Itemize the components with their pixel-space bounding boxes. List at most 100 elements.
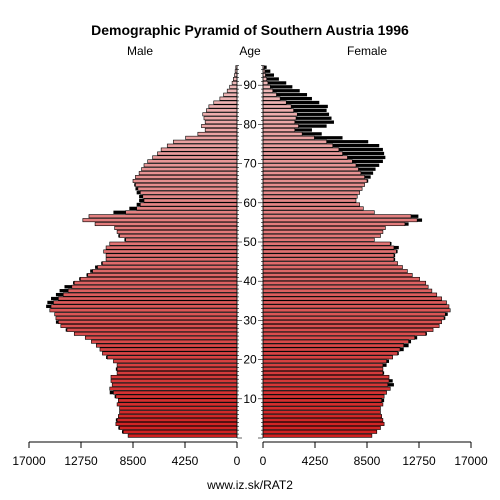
male-bar-age-90 [231,80,238,85]
female-bar-age-68 [262,167,359,172]
male-bar-age-92 [234,73,238,78]
male-bar-age-30 [55,316,238,321]
female-surplus-age-70 [352,159,383,163]
male-bar-age-5 [118,414,238,419]
male-bar-age-2 [119,425,238,430]
female-bar-age-32 [262,308,451,313]
female-bar-age-75 [262,139,327,144]
female-surplus-age-89 [270,85,293,89]
female-bar-age-82 [262,112,298,117]
female-surplus-age-22 [400,347,404,352]
female-surplus-age-86 [280,96,312,101]
female-bar-age-66 [262,175,365,179]
female-surplus-age-23 [403,343,409,348]
female-bar-age-50 [262,237,375,242]
female-bar-age-54 [262,222,406,227]
female-bar-age-58 [262,206,364,211]
female-surplus-age-68 [358,167,376,171]
female-bar-age-89 [262,84,271,89]
male-surplus-age-34 [47,300,54,305]
female-bar-age-63 [262,186,363,191]
male-surplus-age-10 [114,394,116,399]
male-surplus-age-37 [59,289,69,293]
male-bar-age-82 [202,112,238,117]
male-x-tick-label-4: 0 [234,454,241,468]
female-bar-age-60 [262,198,357,203]
male-bar-age-43 [97,265,238,270]
female-bar-age-34 [262,300,447,305]
female-bar-age-80 [262,120,296,125]
footer-url[interactable]: www.iz.sk/RAT2 [206,478,293,492]
axes-group: 10 20 30 40 50 60 70 80 90 17000 17000 12750 12750 85… [12,65,488,468]
female-bar-age-73 [262,147,340,152]
female-bar-age-3 [262,422,385,426]
female-surplus-age-84 [291,104,328,109]
male-surplus-age-43 [95,265,98,269]
female-bar-age-83 [262,108,294,113]
female-bar-age-56 [262,214,412,219]
female-surplus-age-87 [276,93,308,97]
female-bar-age-2 [262,425,381,430]
female-bar-age-57 [262,210,375,215]
male-bar-age-73 [160,147,238,152]
female-bar-age-72 [262,151,343,156]
male-bar-age-40 [80,276,238,281]
female-surplus-age-66 [364,175,371,179]
male-surplus-age-61 [139,194,143,199]
female-surplus-age-88 [272,89,300,93]
female-bar-age-17 [262,367,384,372]
male-bar-age-51 [119,233,238,238]
male-label: Male [127,44,153,58]
female-surplus-age-90 [267,81,287,85]
female-bar-age-53 [262,226,386,230]
male-bar-age-49 [109,241,238,246]
female-surplus-age-83 [293,108,327,113]
female-bar-age-16 [262,371,384,375]
male-bar-age-69 [143,163,238,168]
female-surplus-age-47 [396,249,398,254]
age-tick-label-30: 30 [243,313,257,327]
male-bar-age-17 [116,367,238,372]
female-surplus-age-73 [338,147,383,152]
male-surplus-age-58 [129,206,137,211]
female-bar-age-36 [262,292,438,297]
female-surplus-age-55 [417,218,423,222]
male-bar-age-15 [110,374,238,379]
female-x-tick-label-2: 8500 [354,454,381,468]
age-label: Age [239,44,261,58]
male-bar-age-12 [109,386,238,391]
male-bar-age-9 [118,398,238,403]
female-bar-age-85 [262,100,287,105]
male-bar-age-58 [136,206,238,211]
female-x-tick-label-0: 17000 [454,454,488,468]
male-bar-age-91 [233,77,238,81]
male-bar-age-22 [99,347,238,352]
male-bar-age-61 [142,194,238,199]
female-bar-age-39 [262,280,427,285]
female-surplus-age-49 [390,242,392,246]
female-bar-age-49 [262,241,391,246]
female-surplus-age-16 [382,371,385,375]
female-bar-age-27 [262,327,434,332]
female-bar-age-47 [262,249,397,254]
male-bar-age-31 [54,312,238,317]
female-bar-age-38 [262,284,429,289]
male-x-tick-label-1: 12750 [64,454,98,468]
female-bar-age-26 [262,331,427,336]
male-surplus-age-64 [134,183,136,187]
male-bar-age-45 [105,257,238,262]
female-surplus-age-85 [286,100,320,105]
female-surplus-age-14 [389,379,393,383]
female-surplus-age-71 [347,155,386,160]
male-bar-age-70 [147,159,238,164]
female-surplus-age-24 [408,340,412,344]
female-bar-age-74 [262,143,334,148]
female-bar-age-13 [262,382,389,387]
male-bar-age-81 [203,116,238,121]
male-bar-age-23 [95,343,238,348]
female-bar-age-76 [262,135,315,140]
female-bar-age-20 [262,355,393,360]
male-bar-age-16 [116,371,238,375]
male-bar-age-79 [201,124,238,129]
female-bar-age-8 [262,402,384,407]
